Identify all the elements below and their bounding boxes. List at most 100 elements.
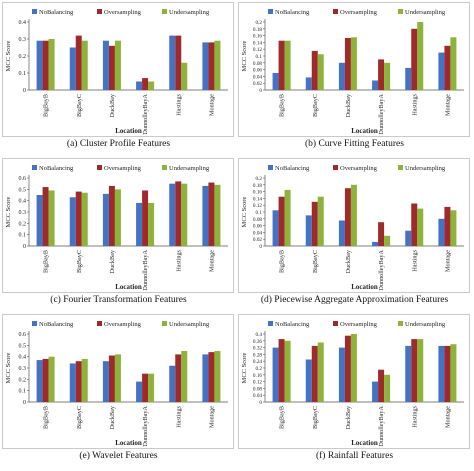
- bar: [438, 218, 445, 246]
- bar: [169, 365, 176, 402]
- legend-label: NoBalancing: [39, 321, 74, 328]
- bar: [444, 206, 451, 246]
- y-axis-label: MCC Score: [5, 196, 12, 227]
- bar: [305, 359, 312, 402]
- x-tick-label: DuckBay: [345, 249, 352, 273]
- x-tick-label: Hastings: [411, 93, 418, 115]
- x-tick-label: BigBayB: [279, 406, 286, 429]
- bar: [317, 54, 324, 90]
- bar: [148, 81, 155, 90]
- legend-swatch: [32, 9, 37, 14]
- bar: [175, 35, 182, 90]
- bar: [272, 347, 279, 402]
- y-tick-label: 0.28: [253, 352, 262, 358]
- x-tick-label: BigBayB: [43, 94, 50, 117]
- y-tick-label: 0.14: [253, 40, 262, 46]
- legend-label: Undersampling: [169, 9, 210, 16]
- bar: [42, 187, 49, 246]
- bar: [411, 339, 418, 402]
- legend-label: Undersampling: [169, 321, 210, 328]
- x-tick-label: BigBayB: [43, 250, 50, 273]
- legend-swatch: [333, 321, 338, 326]
- y-tick-label: 0.3: [19, 210, 27, 216]
- y-tick-label: 0.04: [253, 74, 262, 80]
- bar: [344, 188, 351, 246]
- bar: [75, 361, 82, 402]
- bar: [405, 230, 412, 246]
- bar: [202, 185, 209, 246]
- x-axis-label: Location: [351, 127, 378, 135]
- legend-swatch: [97, 321, 102, 326]
- x-tick-label: Montage: [208, 250, 215, 272]
- bar: [75, 35, 82, 90]
- bar: [405, 345, 412, 402]
- bar: [438, 52, 445, 90]
- chart-panel-f: NoBalancing Oversampling Undersampling 0 0.0…: [238, 314, 471, 469]
- bar: [69, 363, 76, 402]
- x-tick-label: DuckBay: [345, 405, 352, 429]
- x-tick-label: BigBayB: [43, 406, 50, 429]
- legend-swatch: [32, 321, 37, 326]
- y-tick-label: 0.5: [19, 343, 27, 349]
- bar: [108, 185, 115, 246]
- chart-panel-a: NoBalancing Oversampling Undersampling 0 0.1…: [2, 2, 235, 157]
- x-tick-label: BigBayC: [312, 406, 319, 429]
- bar: [42, 40, 49, 90]
- bar: [42, 358, 49, 402]
- bar: [108, 45, 115, 90]
- legend-label: NoBalancing: [39, 9, 74, 16]
- x-axis-label: Location: [115, 439, 142, 447]
- legend-swatch: [268, 321, 273, 326]
- legend-swatch: [162, 321, 167, 326]
- x-tick-label: Hastings: [411, 405, 418, 427]
- x-tick-label: Montage: [208, 94, 215, 116]
- bar: [81, 40, 88, 90]
- bar: [378, 222, 385, 246]
- legend-swatch: [162, 9, 167, 14]
- y-tick-label: 0.16: [253, 190, 262, 196]
- legend-swatch: [398, 165, 403, 170]
- chart-frame: [2, 2, 234, 137]
- x-tick-label: DuckBay: [345, 93, 352, 117]
- y-tick-label: 0.04: [253, 393, 262, 399]
- bar: [169, 35, 176, 90]
- bar: [311, 50, 318, 90]
- x-tick-label: Montage: [444, 94, 451, 116]
- x-tick-label: DunnolleyBayA: [378, 405, 385, 446]
- bar: [278, 40, 285, 90]
- bar: [48, 39, 55, 90]
- y-tick-label: 0.16: [253, 34, 262, 40]
- bar: [278, 196, 285, 246]
- y-tick-label: 0.4: [19, 355, 27, 361]
- bar: [378, 369, 385, 402]
- y-tick-label: 0: [259, 88, 262, 94]
- bar: [114, 40, 121, 90]
- bar: [69, 47, 76, 90]
- bar: [272, 73, 279, 90]
- x-tick-label: BigBayC: [312, 250, 319, 273]
- x-axis-label: Location: [351, 439, 378, 447]
- bar: [417, 22, 424, 90]
- y-tick-label: 0.36: [253, 339, 262, 345]
- legend-label: Undersampling: [405, 165, 446, 172]
- bar: [350, 37, 357, 90]
- bar: [175, 354, 182, 402]
- y-tick-label: 0.06: [253, 224, 262, 230]
- y-tick-label: 0.2: [19, 377, 27, 383]
- bar: [136, 202, 143, 246]
- legend-swatch: [333, 165, 338, 170]
- bar: [417, 339, 424, 402]
- bar: [214, 351, 221, 402]
- y-tick-label: 0.18: [253, 27, 262, 33]
- bar: [48, 356, 55, 402]
- bar: [317, 196, 324, 246]
- y-tick-label: 0.12: [253, 380, 262, 386]
- x-tick-label: Hastings: [175, 93, 182, 115]
- bar: [338, 220, 345, 246]
- caption-a: (a) Cluster Profile Features: [66, 139, 171, 149]
- bar: [284, 189, 291, 246]
- bar: [214, 184, 221, 246]
- y-tick-label: 0.6: [19, 332, 27, 338]
- legend-swatch: [398, 9, 403, 14]
- y-tick-label: 0.18: [253, 183, 262, 189]
